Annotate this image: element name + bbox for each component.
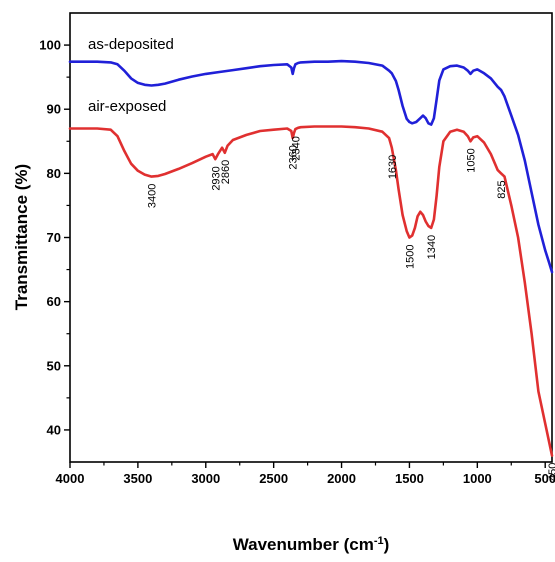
series-label-air-exposed: air-exposed [88, 98, 166, 115]
y-tick-label: 90 [47, 102, 61, 117]
y-axis-title: Transmittance (%) [12, 164, 31, 310]
y-tick-label: 80 [47, 166, 61, 181]
x-tick-label: 3500 [123, 471, 152, 486]
x-tick-label: 3000 [191, 471, 220, 486]
series-label-as-deposited: as-deposited [88, 36, 174, 53]
peak-label: 2360 [288, 145, 300, 169]
peak-label: 2930 [210, 166, 222, 190]
x-tick-label: 1000 [463, 471, 492, 486]
peak-label: 2860 [220, 160, 232, 184]
x-axis-title: Wavenumber (cm-1) [233, 535, 390, 554]
y-tick-label: 40 [47, 422, 61, 437]
peak-label: 825 [496, 180, 508, 198]
series-line-as-deposited [68, 59, 554, 274]
peak-label: 1050 [466, 148, 478, 172]
x-tick-label: 2000 [327, 471, 356, 486]
series-lines [68, 59, 554, 457]
series-line-air-exposed [68, 125, 554, 457]
x-tick-label: 500 [534, 471, 555, 486]
y-tick-label: 70 [47, 230, 61, 245]
x-axis-title-main: Wavenumber (cm [233, 535, 374, 554]
y-tick-label: 60 [47, 294, 61, 309]
plot-frame [69, 12, 553, 463]
peak-label: 1500 [404, 245, 416, 269]
x-axis-title-sup: -1 [374, 535, 384, 547]
y-tick-label: 100 [39, 38, 61, 53]
x-tick-label: 4000 [56, 471, 85, 486]
peak-label: 1630 [387, 155, 399, 179]
y-tick-label: 50 [47, 358, 61, 373]
peak-label: 450 [547, 463, 555, 481]
peak-label: 3400 [147, 184, 159, 208]
x-tick-label: 1500 [395, 471, 424, 486]
x-tick-label: 2500 [259, 471, 288, 486]
x-axis-title-close: ) [384, 535, 390, 554]
peak-label: 2340 [290, 136, 302, 160]
axis-ticks: 4000 3500 3000 2500 2000 1500 1000 500 40 50 60 70 8… [39, 38, 555, 486]
peak-label: 1340 [426, 235, 438, 259]
